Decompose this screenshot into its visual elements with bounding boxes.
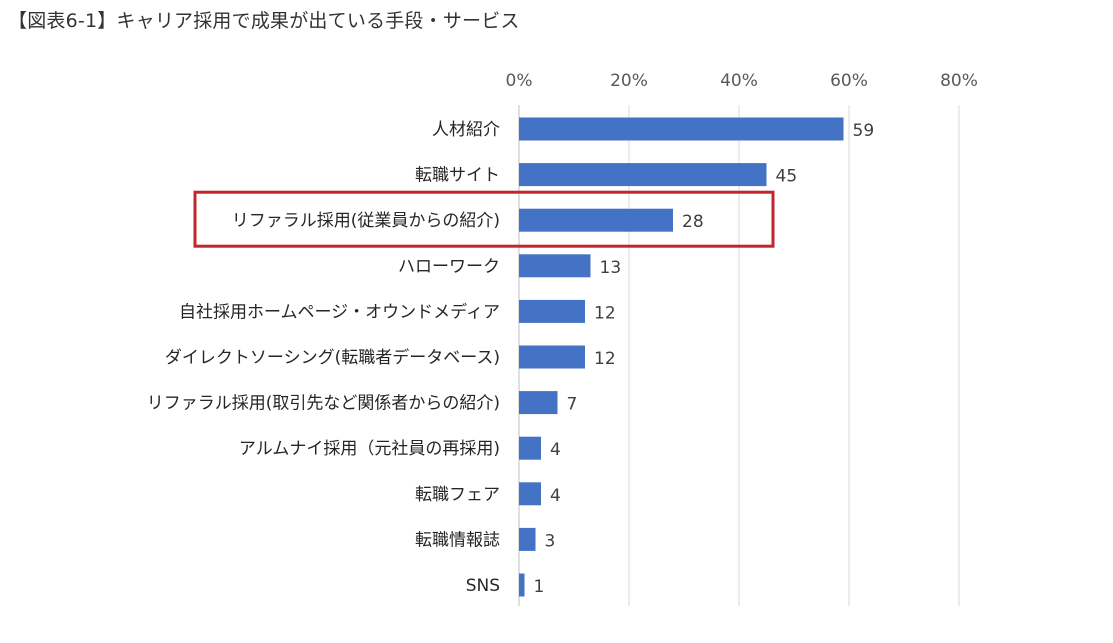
highlight-box [193,190,775,248]
category-label: 人材紹介 [432,120,500,140]
bar [519,391,558,415]
value-label: 12 [594,303,616,323]
chart-title: 【図表6-1】キャリア採用で成果が出ている手段・サービス [8,10,520,32]
bar [519,345,585,369]
value-label: 59 [853,121,875,141]
value-label: 13 [600,258,622,278]
category-label: ダイレクトソーシング(転職者データベース) [165,347,500,368]
x-tick-label: 20% [610,71,648,91]
x-axis-ticks: 0% 20% 40% 60% 80% [506,71,978,91]
bar [519,117,844,141]
value-label: 4 [550,486,561,506]
x-tick-label: 80% [940,71,978,91]
value-label: 45 [776,167,798,187]
value-label: 7 [567,395,578,415]
category-label: 自社採用ホームページ・オウンドメディア [179,301,500,322]
category-label: 転職フェア [415,485,500,505]
x-tick-label: 0% [506,71,533,91]
bar [519,527,536,551]
value-label: 3 [545,531,556,551]
category-label: SNS [466,576,500,596]
bar [519,436,541,460]
bar [519,163,767,187]
category-label: リファラル採用(従業員からの紹介) [232,211,500,231]
x-tick-label: 40% [720,71,758,91]
category-label: アルムナイ採用（元社員の再採用) [239,439,500,459]
bar [519,573,525,597]
bar [519,482,541,506]
bar [519,299,585,323]
x-tick-label: 60% [830,71,868,91]
value-label: 28 [682,212,704,232]
value-labels: 59 45 28 13 12 12 7 4 4 3 1 [534,121,875,597]
highlight-layer [193,190,775,248]
bar [519,208,673,232]
category-label: 転職情報誌 [415,530,500,550]
value-label: 4 [550,440,561,460]
bars [519,117,844,597]
category-label: リファラル採用(取引先など関係者からの紹介) [147,394,500,414]
value-label: 1 [534,577,545,597]
value-label: 12 [594,349,616,369]
category-label: 転職サイト [415,166,500,186]
bar [519,254,591,278]
category-label: ハローワーク [398,257,500,277]
